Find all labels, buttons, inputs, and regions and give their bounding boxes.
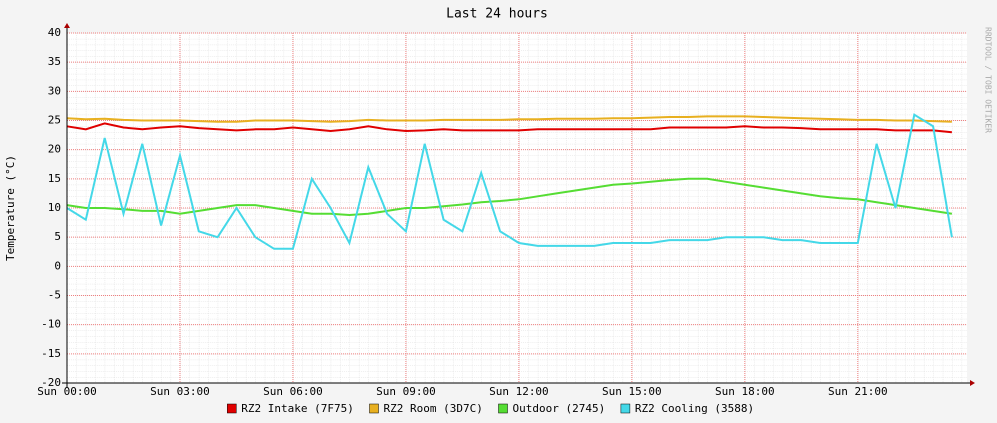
y-tick-label: 30 (48, 84, 61, 97)
legend-swatch (227, 403, 237, 414)
y-tick-label: 0 (54, 259, 61, 272)
y-tick-label: 20 (48, 143, 61, 156)
y-tick-label: 5 (54, 230, 61, 243)
y-tick-label: -20 (41, 376, 61, 389)
y-axis-label: Temperature (°C) (4, 155, 17, 261)
y-tick-label: 35 (48, 55, 61, 68)
legend-label: RZ2 Cooling (3588) (635, 402, 754, 415)
y-tick-label: -15 (41, 347, 61, 360)
legend-swatch (620, 403, 631, 414)
chart-title: Last 24 hours (446, 7, 548, 22)
x-tick-label: Sun 03:00 (150, 385, 210, 398)
y-tick-label: 15 (48, 172, 61, 185)
x-tick-label: Sun 15:00 (602, 385, 662, 398)
x-tick-label: Sun 18:00 (715, 385, 775, 398)
y-axis-arrow (64, 23, 70, 28)
series-line (66, 122, 952, 134)
legend-label: Outdoor (2745) (513, 402, 606, 415)
x-tick-label: Sun 00:00 (37, 385, 97, 398)
legend-swatch (369, 403, 379, 414)
y-tick-label: 10 (48, 201, 61, 214)
y-tick-label: -5 (48, 289, 61, 302)
side-note: RRDTOOL / TOBI OETIKER (984, 27, 993, 133)
legend-label: RZ2 Room (3D7C) (384, 402, 483, 415)
lines (66, 113, 953, 250)
legend: RZ2 Intake (7F75) RZ2 Room (3D7C) Outdoor … (227, 402, 754, 415)
x-tick-label: Sun 21:00 (828, 385, 888, 398)
series-line (66, 115, 952, 123)
legend-swatch (498, 403, 508, 414)
x-tick-label: Sun 06:00 (263, 385, 323, 398)
y-tick-label: 40 (48, 26, 61, 39)
x-tick-label: Sun 12:00 (489, 385, 549, 398)
x-axis-arrow (970, 380, 975, 386)
legend-label: RZ2 Intake (7F75) (241, 402, 354, 415)
y-tick-label: -10 (41, 318, 61, 331)
series-line (66, 177, 953, 217)
series-line (66, 113, 953, 250)
y-tick-label: 25 (48, 114, 61, 127)
x-tick-label: Sun 09:00 (376, 385, 436, 398)
